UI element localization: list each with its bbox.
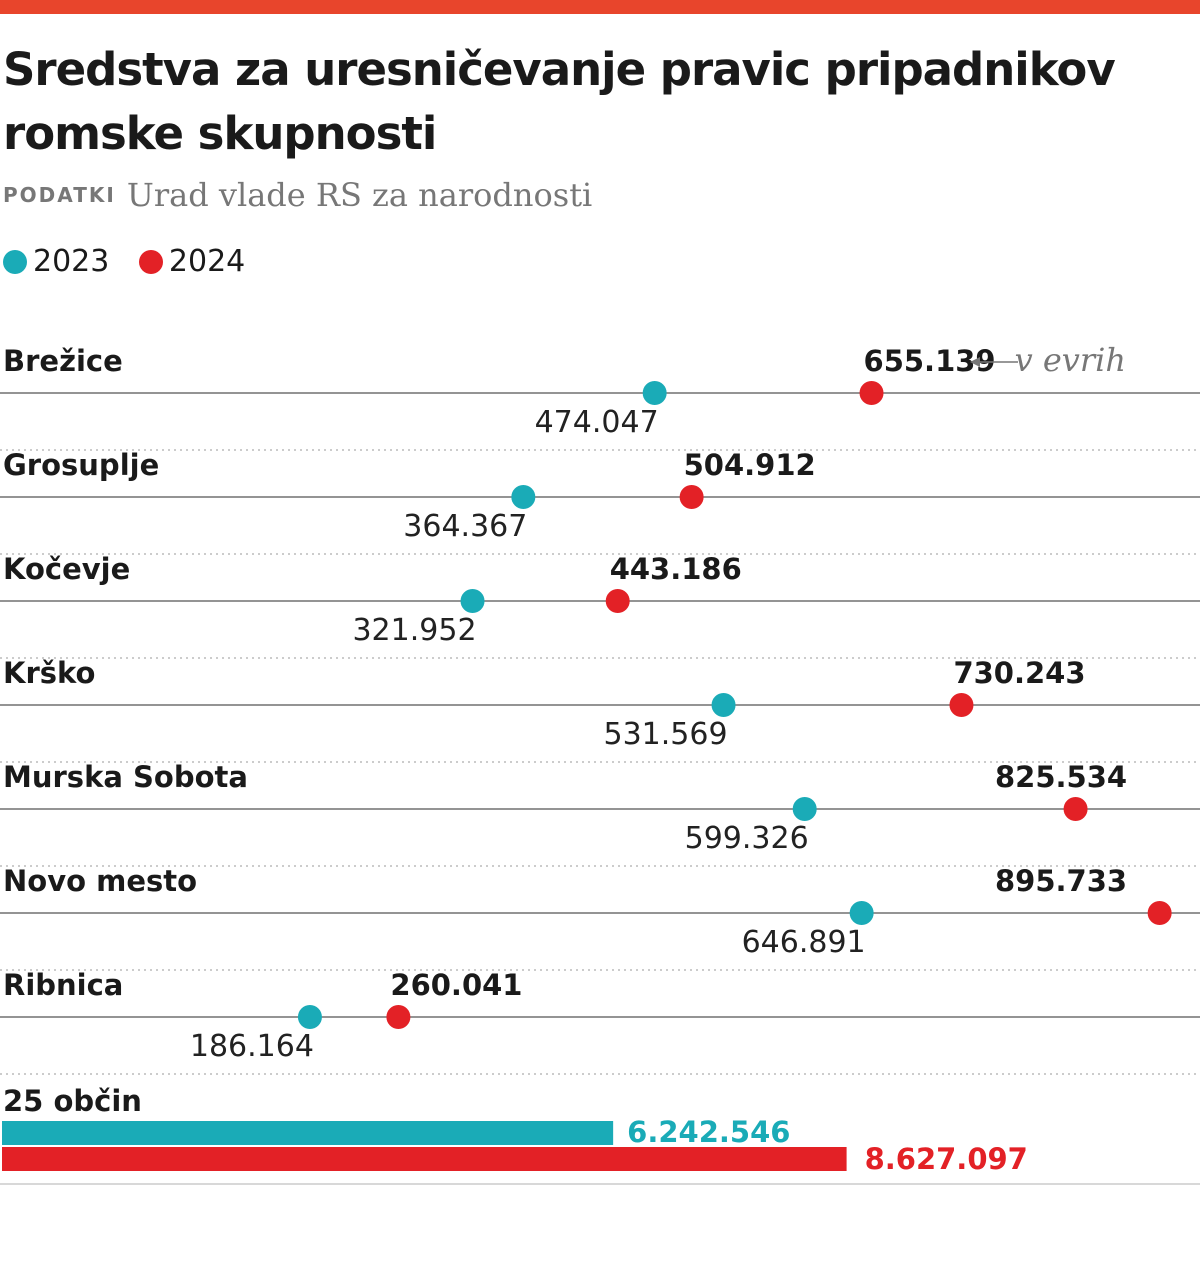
row-label-novo-mesto: Novo mesto [3, 864, 197, 898]
value-label-2023-ribnica: 186.164 [190, 1029, 314, 1064]
dot-2024-ribnica [386, 1005, 411, 1029]
source-label: PODATKI [3, 183, 116, 207]
row-label-krsko: Krško [3, 656, 95, 690]
row-label-ribnica: Ribnica [3, 968, 123, 1002]
legend-label-2023: 2023 [33, 244, 110, 279]
row-label-kocevje: Kočevje [3, 552, 130, 586]
dot-2023-novo-mesto [849, 901, 874, 925]
dot-2024-brezice [859, 381, 884, 405]
unit-arrow-head [970, 357, 980, 367]
value-label-2024-krsko: 730.243 [953, 656, 1085, 690]
value-label-2023-novo-mesto: 646.891 [742, 925, 866, 960]
total-value-label-2023: 6.242.546 [627, 1115, 790, 1149]
legend: 2023 2024 [3, 244, 265, 282]
value-label-2024-murska-sobota: 825.534 [995, 760, 1127, 794]
source-name: Urad vlade RS za narodnosti [126, 176, 593, 214]
value-label-2024-kocevje: 443.186 [610, 552, 742, 586]
value-label-2024-grosuplje: 504.912 [684, 448, 816, 482]
dot-2023-kocevje [460, 589, 485, 613]
value-label-2024-ribnica: 260.041 [390, 968, 522, 1002]
dot-2023-grosuplje [511, 485, 536, 509]
value-label-2023-murska-sobota: 599.326 [685, 821, 809, 856]
value-label-2023-brezice: 474.047 [535, 405, 659, 440]
legend-item-2023: 2023 [3, 244, 109, 279]
value-label-2023-krsko: 531.569 [603, 717, 727, 752]
unit-note: v evrih [1015, 341, 1126, 379]
row-label-brezice: Brežice [3, 344, 123, 378]
row-label-grosuplje: Grosuplje [3, 448, 159, 482]
total-bar-2023 [2, 1121, 614, 1145]
dot-2024-krsko [949, 693, 974, 717]
legend-dot-2024 [138, 249, 163, 274]
dot-2024-murska-sobota [1063, 797, 1088, 821]
dot-2023-brezice [642, 381, 667, 405]
top-accent-bar [0, 0, 1200, 14]
legend-dot-2023 [3, 249, 27, 274]
dot-2023-ribnica [297, 1005, 322, 1029]
dot-2023-krsko [711, 693, 736, 717]
dot-2023-murska-sobota [792, 797, 817, 821]
dot-2024-kocevje [605, 589, 630, 613]
legend-label-2024: 2024 [168, 244, 246, 279]
chart-title: Sredstva za uresničevanje pravic pripadn… [3, 43, 1116, 160]
legend-item-2024: 2024 [138, 244, 246, 279]
total-bar-2024 [2, 1147, 847, 1171]
value-label-2023-grosuplje: 364.367 [403, 509, 527, 544]
source-line: PODATKI Urad vlade RS za narodnosti [3, 176, 592, 214]
total-label: 25 občin [3, 1084, 142, 1118]
dot-2024-grosuplje [679, 485, 704, 509]
total-value-label-2024: 8.627.097 [865, 1142, 1028, 1176]
row-label-murska-sobota: Murska Sobota [3, 760, 248, 794]
value-label-2024-novo-mesto: 895.733 [995, 864, 1127, 898]
dot-2024-novo-mesto [1147, 901, 1172, 925]
value-label-2023-kocevje: 321.952 [352, 613, 476, 648]
